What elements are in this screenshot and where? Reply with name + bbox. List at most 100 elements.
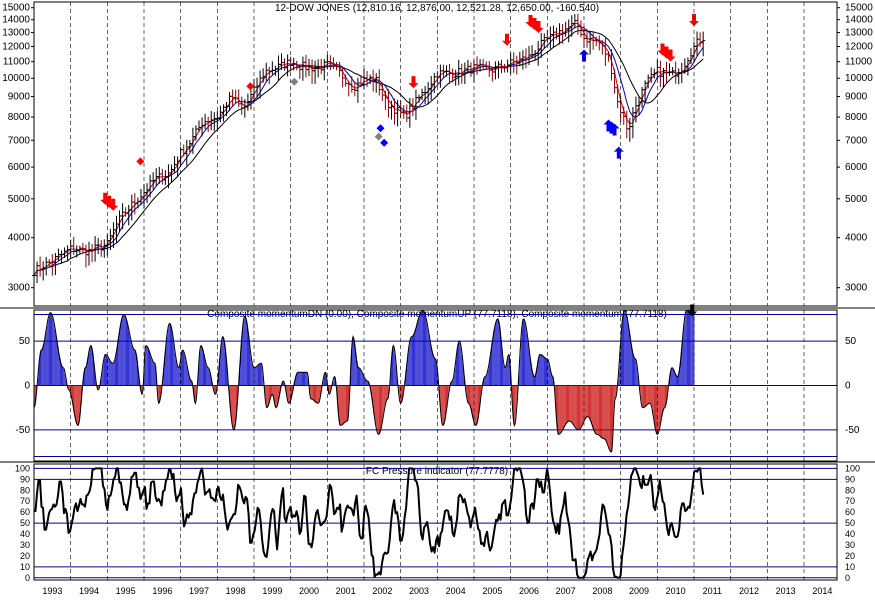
x-tick-label: 1998: [226, 586, 246, 596]
price-tick-label-right: 3000: [845, 283, 868, 294]
price-tick-label-left: 11000: [3, 57, 31, 68]
price-tick-label-right: 4000: [845, 233, 868, 244]
price-tick-label-right: 13000: [845, 28, 873, 39]
pressure-panel: FC Pressure indicator (77.7778) 0 010 1020…: [15, 463, 860, 582]
pressure-tick-label-left: 30: [20, 540, 30, 550]
pressure-tick-label-left: 60: [20, 507, 30, 517]
signal-diamond: [376, 124, 385, 133]
momentum-tick-label-left: 0: [24, 381, 30, 392]
price-tick-label-right: 12000: [845, 42, 873, 53]
pressure-tick-label-left: 70: [20, 496, 30, 506]
price-tick-label-left: 4000: [8, 233, 31, 244]
pressure-line: [34, 467, 705, 579]
x-tick-label: 2005: [482, 586, 502, 596]
price-tick-label-left: 7000: [8, 135, 31, 146]
price-tick-label-left: 13000: [2, 28, 30, 39]
price-tick-label-left: 8000: [8, 112, 31, 123]
pressure-tick-label-left: 0: [25, 573, 30, 583]
pressure-tick-label-right: 60: [845, 507, 855, 517]
pressure-tick-label-right: 70: [845, 496, 855, 506]
price-tick-label-right: 14000: [845, 15, 873, 26]
price-tick-label-right: 11000: [845, 57, 873, 68]
x-tick-label: 2002: [372, 586, 392, 596]
pressure-tick-label-left: 40: [20, 529, 30, 539]
x-tick-label: 2004: [446, 586, 466, 596]
price-panel-title: 12-DOW JONES (12,810.16, 12,876.00, 12,5…: [275, 3, 599, 14]
pressure-tick-label-left: 50: [20, 518, 30, 528]
buy-arrow: [609, 123, 620, 136]
pressure-tick-label-right: 80: [845, 485, 855, 495]
x-tick-label: 1997: [189, 586, 209, 596]
momentum-tick-label-left: 50: [19, 336, 31, 347]
price-tick-label-right: 9000: [845, 92, 868, 103]
price-tick-label-right: 15000: [845, 3, 873, 14]
signal-diamond: [136, 157, 145, 166]
pressure-tick-label-right: 40: [845, 529, 855, 539]
signal-diamond: [246, 82, 255, 91]
price-tick-label-right: 6000: [845, 162, 868, 173]
x-tick-label: 2009: [629, 586, 649, 596]
pressure-tick-label-left: 20: [20, 551, 30, 561]
x-tick-label: 2012: [739, 586, 759, 596]
price-tick-label-left: 3000: [8, 283, 31, 294]
x-tick-label: 2000: [299, 586, 319, 596]
price-tick-label-right: 7000: [845, 135, 868, 146]
momentum-panel: Composite momentumDN (0.00), Composite m…: [16, 304, 860, 458]
pressure-tick-label-left: 80: [20, 485, 30, 495]
x-tick-label: 1993: [42, 586, 62, 596]
price-tick-label-right: 10000: [845, 73, 873, 84]
price-tick-label-left: 5000: [8, 194, 31, 205]
pressure-tick-label-right: 20: [845, 551, 855, 561]
sell-arrow: [502, 33, 512, 46]
signal-diamond: [290, 77, 299, 86]
pressure-panel-title: FC Pressure indicator (77.7778): [366, 466, 508, 477]
price-tick-label-left: 9000: [8, 92, 31, 103]
price-tick-label-right: 8000: [845, 112, 868, 123]
signal-diamond: [380, 138, 389, 147]
momentum-tick-label-right: 0: [845, 381, 851, 392]
price-panel: 12-DOW JONES (12,810.16, 12,876.00, 12,5…: [2, 3, 873, 294]
sell-arrow: [689, 14, 699, 27]
pressure-tick-label-right: 10: [845, 562, 855, 572]
pressure-tick-label-left: 10: [20, 562, 30, 572]
x-tick-label: 2008: [592, 586, 612, 596]
x-tick-label: 2014: [812, 586, 832, 596]
buy-arrow: [579, 49, 589, 62]
price-frame: [33, 1, 838, 307]
x-tick-label: 2006: [519, 586, 539, 596]
x-tick-label: 1999: [262, 586, 282, 596]
pressure-tick-label-left: 90: [20, 474, 30, 484]
moving-average-line: [33, 22, 704, 276]
momentum-frame: [33, 309, 838, 462]
pressure-tick-label-right: 0: [845, 573, 850, 583]
moving-average-line: [33, 29, 704, 276]
x-tick-label: 1994: [79, 586, 99, 596]
sell-arrow: [108, 198, 119, 211]
pressure-tick-label-right: 90: [845, 474, 855, 484]
buy-arrow: [613, 146, 624, 159]
x-tick-label: 2011: [703, 586, 722, 596]
price-tick-label-left: 6000: [8, 162, 31, 173]
price-tick-label-left: 15000: [2, 3, 30, 14]
price-tick-label-left: 14000: [2, 15, 30, 26]
momentum-tick-label-left: -50: [16, 425, 31, 436]
x-tick-label: 2001: [336, 586, 356, 596]
x-tick-label: 1996: [152, 586, 172, 596]
x-tick-label: 2010: [666, 586, 686, 596]
x-axis: 1993 1994 1995 1996 1997 1998 1999 2000 2001 2002…: [42, 586, 832, 596]
momentum-tick-label-right: 50: [845, 336, 857, 347]
x-tick-label: 2013: [776, 586, 796, 596]
pressure-tick-label-right: 30: [845, 540, 855, 550]
x-tick-label: 2003: [409, 586, 429, 596]
signal-diamond: [374, 132, 383, 141]
moving-average-line: [33, 25, 704, 276]
x-tick-label: 1995: [116, 586, 136, 596]
pressure-tick-label-left: 100: [15, 463, 30, 473]
sell-arrow: [665, 49, 676, 62]
price-tick-label-left: 10000: [2, 73, 30, 84]
pressure-frame: [33, 463, 838, 581]
pressure-tick-label-right: 50: [845, 518, 855, 528]
pressure-tick-label-right: 100: [845, 463, 860, 473]
